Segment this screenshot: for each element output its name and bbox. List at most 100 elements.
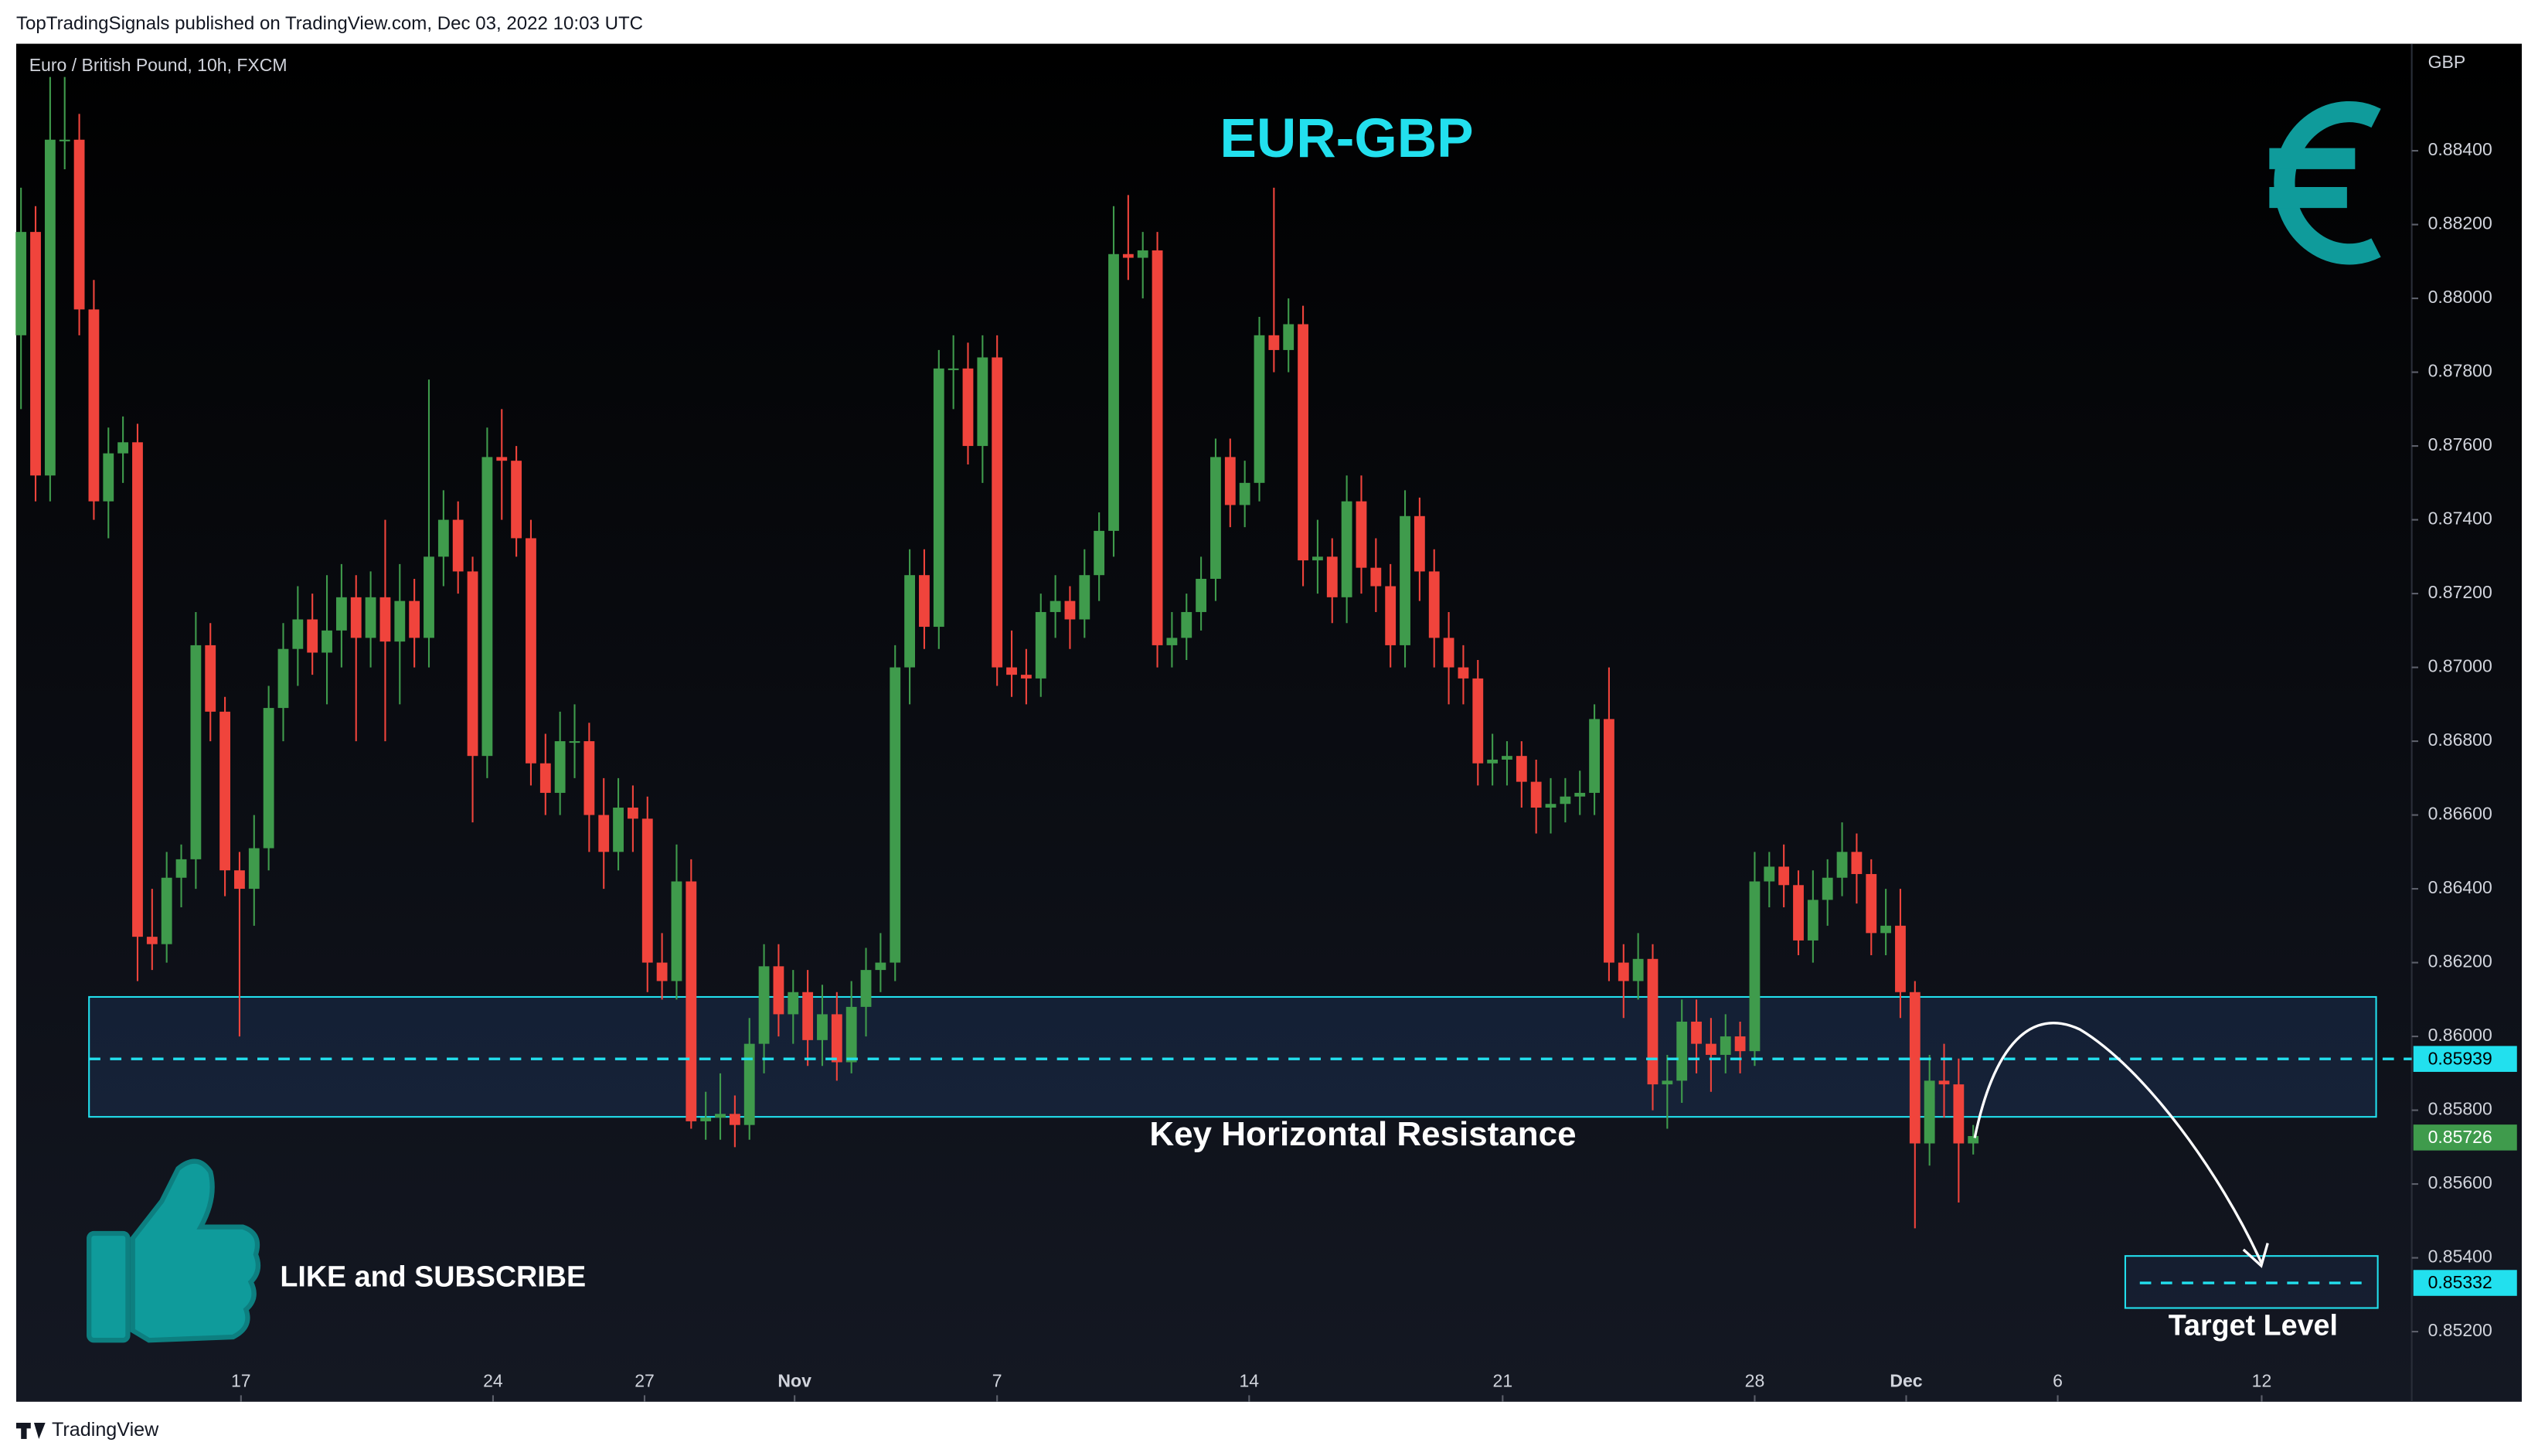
candle-body bbox=[234, 870, 245, 890]
candle-body bbox=[628, 808, 638, 819]
candle-body bbox=[511, 461, 522, 539]
candle-body bbox=[1764, 866, 1775, 882]
candle-body bbox=[1560, 796, 1571, 805]
candle-body bbox=[1224, 457, 1236, 505]
candle-body bbox=[1079, 575, 1090, 620]
candle-body bbox=[1676, 1021, 1688, 1081]
candle-body bbox=[1720, 1036, 1731, 1055]
x-tick-label: 12 bbox=[2252, 1371, 2272, 1391]
candle-body bbox=[30, 232, 41, 476]
candle-body bbox=[715, 1114, 726, 1118]
candle-body bbox=[73, 139, 85, 310]
candle-body bbox=[437, 519, 449, 557]
y-tick-label: 0.86600 bbox=[2428, 804, 2492, 824]
candle-body bbox=[845, 1006, 857, 1063]
candle-body bbox=[481, 457, 493, 757]
thumb-cuff bbox=[87, 1230, 131, 1343]
candle-body bbox=[452, 519, 464, 572]
chart-title: EUR-GBP bbox=[1220, 108, 1473, 169]
candle-body bbox=[1239, 482, 1250, 505]
candle-body bbox=[1152, 250, 1163, 645]
candle-body bbox=[394, 600, 406, 642]
candle-body bbox=[365, 597, 376, 638]
candle-body bbox=[1166, 638, 1178, 645]
candle-body bbox=[729, 1114, 740, 1125]
candle-body bbox=[1953, 1084, 1965, 1144]
candle-body bbox=[860, 970, 872, 1007]
candle-body bbox=[277, 648, 289, 709]
candle-body bbox=[1268, 335, 1280, 350]
chart-panel bbox=[15, 43, 2523, 1402]
candle-body bbox=[671, 881, 682, 981]
candle-body bbox=[117, 442, 129, 454]
candle-body bbox=[1400, 515, 1410, 645]
x-tick-label: 28 bbox=[1745, 1371, 1765, 1391]
candle-body bbox=[1880, 925, 1892, 934]
candle-body bbox=[1662, 1080, 1673, 1085]
candle-body bbox=[1370, 567, 1382, 587]
candle-body bbox=[1035, 611, 1046, 679]
candle-body bbox=[1210, 457, 1221, 579]
candle-body bbox=[1632, 958, 1644, 981]
candle-body bbox=[1108, 253, 1119, 531]
candle-body bbox=[1589, 719, 1600, 793]
price-tag-label: 0.85332 bbox=[2428, 1272, 2492, 1292]
candle-body bbox=[175, 859, 187, 878]
y-tick-label: 0.86000 bbox=[2428, 1025, 2492, 1045]
y-tick-label: 0.88200 bbox=[2428, 213, 2492, 233]
candle-body bbox=[1866, 873, 1877, 934]
candle-body bbox=[59, 139, 70, 141]
candle-body bbox=[307, 619, 318, 653]
candle-body bbox=[641, 818, 653, 963]
candle-body bbox=[1298, 324, 1308, 561]
candle-body bbox=[1924, 1080, 1935, 1144]
candle-body bbox=[1326, 556, 1338, 597]
candle-body bbox=[44, 139, 56, 476]
candle-body bbox=[1020, 675, 1032, 679]
candle-body bbox=[1122, 253, 1134, 258]
x-tick-label: Dec bbox=[1890, 1371, 1922, 1391]
candle-body bbox=[1618, 962, 1629, 981]
candle-body bbox=[379, 597, 391, 642]
candle-body bbox=[1443, 638, 1454, 668]
candle-body bbox=[335, 597, 347, 631]
candle-body bbox=[554, 741, 566, 793]
candle-body bbox=[817, 1014, 828, 1040]
resistance-zone bbox=[88, 995, 2377, 1118]
candle-body bbox=[962, 368, 974, 447]
candle-body bbox=[292, 619, 304, 649]
projection-arrow bbox=[1973, 1022, 2263, 1264]
x-tick-label: 27 bbox=[634, 1371, 655, 1391]
zone-label: Key Horizontal Resistance bbox=[1149, 1115, 1576, 1153]
candle-body bbox=[467, 571, 478, 757]
x-tick-label: 21 bbox=[1493, 1371, 1513, 1391]
candle-body bbox=[583, 741, 595, 815]
candle-body bbox=[788, 992, 799, 1015]
cta: LIKE and SUBSCRIBE bbox=[280, 1260, 586, 1293]
candle-body bbox=[205, 645, 216, 712]
candle-body bbox=[1094, 530, 1105, 576]
candle-body bbox=[1196, 578, 1207, 612]
header: TopTradingSignals published on TradingVi… bbox=[16, 13, 643, 34]
candle-body bbox=[1574, 792, 1586, 797]
candle-body bbox=[1341, 501, 1352, 597]
y-tick-label: 0.86200 bbox=[2428, 951, 2492, 971]
candle-body bbox=[758, 966, 770, 1044]
candle-body bbox=[919, 575, 930, 628]
symbol-subtitle: Euro / British Pound, 10h, FXCM bbox=[29, 55, 287, 75]
candle-body bbox=[947, 368, 959, 370]
candle-body bbox=[977, 357, 988, 447]
candle-body bbox=[569, 741, 580, 743]
candle-body bbox=[1006, 667, 1017, 675]
candle-body bbox=[322, 630, 332, 653]
candle-body bbox=[1428, 571, 1440, 638]
candle-body bbox=[1836, 852, 1848, 878]
price-tag bbox=[2413, 1124, 2517, 1151]
candle-body bbox=[248, 848, 260, 890]
price-tag bbox=[2413, 1270, 2517, 1296]
footer: TradingView bbox=[52, 1419, 159, 1441]
candle-body bbox=[103, 453, 114, 502]
candle-body bbox=[424, 556, 434, 638]
